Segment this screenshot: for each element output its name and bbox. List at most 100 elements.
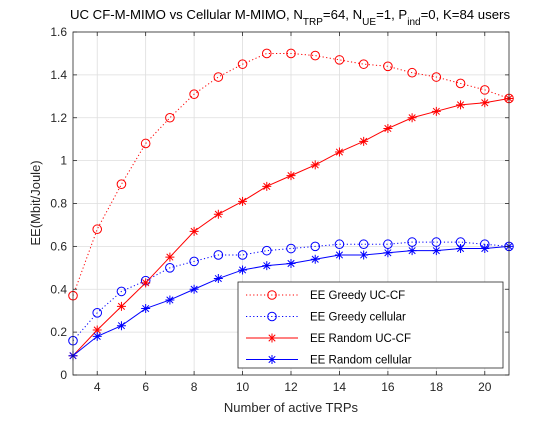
data-point	[431, 72, 442, 82]
data-point	[238, 196, 248, 206]
x-tick-label: 18	[430, 380, 444, 394]
data-point	[383, 123, 393, 133]
data-point	[261, 48, 272, 59]
data-point	[116, 179, 127, 190]
legend-box	[237, 281, 504, 369]
legend-label: EE Random cellular	[310, 355, 412, 367]
data-point	[262, 261, 272, 271]
series-ee-random-cellular	[68, 241, 514, 361]
legend-entry: EE Greedy cellular	[246, 312, 406, 324]
data-point	[92, 224, 103, 235]
data-point	[310, 254, 320, 264]
x-tick-label: 12	[284, 380, 298, 394]
legend-label: EE Greedy UC-CF	[310, 290, 405, 302]
y-tick-label: 1.4	[50, 68, 67, 82]
data-point	[237, 250, 248, 260]
data-point	[286, 171, 296, 181]
data-point	[165, 112, 175, 123]
y-tick-label: 0.6	[50, 239, 67, 253]
data-point	[189, 284, 199, 294]
data-point	[141, 304, 151, 314]
data-point	[92, 308, 103, 318]
data-point	[92, 331, 102, 341]
data-point	[141, 278, 151, 288]
data-point	[165, 295, 175, 305]
data-point	[116, 286, 127, 297]
chart-title: UC CF-M-MIMO vs Cellular M-MIMO, NTRP=64…	[70, 7, 510, 28]
data-point	[431, 246, 441, 256]
data-point	[407, 113, 417, 123]
legend-marker	[267, 311, 277, 322]
data-point	[310, 241, 321, 252]
legend-entry: EE Greedy UC-CF	[246, 290, 405, 302]
data-point	[116, 301, 126, 311]
data-point	[480, 98, 490, 108]
data-point	[334, 250, 344, 260]
data-point	[383, 61, 393, 72]
legend-marker	[267, 333, 277, 343]
y-tick-label: 1	[60, 154, 67, 168]
y-tick-label: 0	[60, 368, 67, 382]
data-point	[334, 147, 344, 157]
legend-entry: EE Random cellular	[246, 355, 412, 367]
y-tick-label: 1.2	[50, 111, 67, 125]
x-axis-label: Number of active TRPs	[224, 400, 359, 415]
data-point	[479, 85, 490, 95]
x-tick-label: 4	[94, 380, 101, 394]
y-tick-label: 0.2	[50, 325, 67, 339]
data-point	[359, 250, 369, 260]
axis-ticks: 4 6 8 10 12 14 16 18 20 0 0.2 0.4 0.6 0.8 1 1.2 1.4 1.6	[50, 25, 509, 394]
data-point	[383, 248, 393, 258]
y-tick-label: 0.8	[50, 197, 67, 211]
data-point	[116, 321, 126, 331]
data-point	[189, 226, 199, 236]
data-point	[358, 59, 369, 69]
x-tick-label: 8	[191, 380, 198, 394]
data-point	[189, 256, 199, 267]
legend-label: EE Random UC-CF	[310, 333, 411, 345]
data-point	[359, 136, 369, 146]
data-point	[165, 252, 175, 262]
x-tick-label: 16	[381, 380, 395, 394]
data-point	[286, 259, 296, 269]
y-axis-label: EE(Mbit/Joule)	[28, 160, 43, 245]
data-point	[456, 244, 466, 254]
data-point	[213, 250, 224, 260]
data-point	[407, 67, 417, 78]
x-tick-label: 10	[236, 380, 250, 394]
y-tick-label: 1.6	[50, 25, 67, 39]
data-point	[407, 246, 417, 256]
x-tick-label: 20	[478, 380, 492, 394]
data-point	[358, 239, 369, 250]
legend-marker	[267, 290, 277, 300]
data-point	[310, 160, 320, 170]
data-point	[286, 243, 296, 254]
data-point	[189, 89, 199, 99]
y-tick-label: 0.4	[50, 282, 67, 296]
data-point	[140, 138, 151, 149]
data-point	[213, 209, 223, 219]
data-point	[238, 265, 248, 275]
data-point	[262, 181, 272, 191]
data-point	[261, 245, 272, 256]
data-point	[456, 100, 466, 110]
legend-label: EE Greedy cellular	[310, 312, 406, 324]
legend-entry: EE Random UC-CF	[246, 333, 411, 345]
data-point	[334, 55, 345, 65]
series-line	[72, 52, 510, 296]
data-point	[480, 244, 490, 254]
x-tick-label: 6	[142, 380, 149, 394]
data-point	[455, 78, 466, 89]
legend: EE Greedy UC-CF EE Greedy cellular EE Rand…	[237, 281, 504, 369]
x-tick-label: 14	[333, 380, 347, 394]
data-point	[431, 106, 441, 116]
data-point	[165, 263, 175, 273]
data-point	[237, 59, 248, 69]
data-point	[286, 48, 296, 59]
legend-marker	[267, 355, 277, 364]
data-point	[213, 72, 224, 82]
data-point	[92, 325, 102, 335]
data-point	[310, 50, 321, 61]
